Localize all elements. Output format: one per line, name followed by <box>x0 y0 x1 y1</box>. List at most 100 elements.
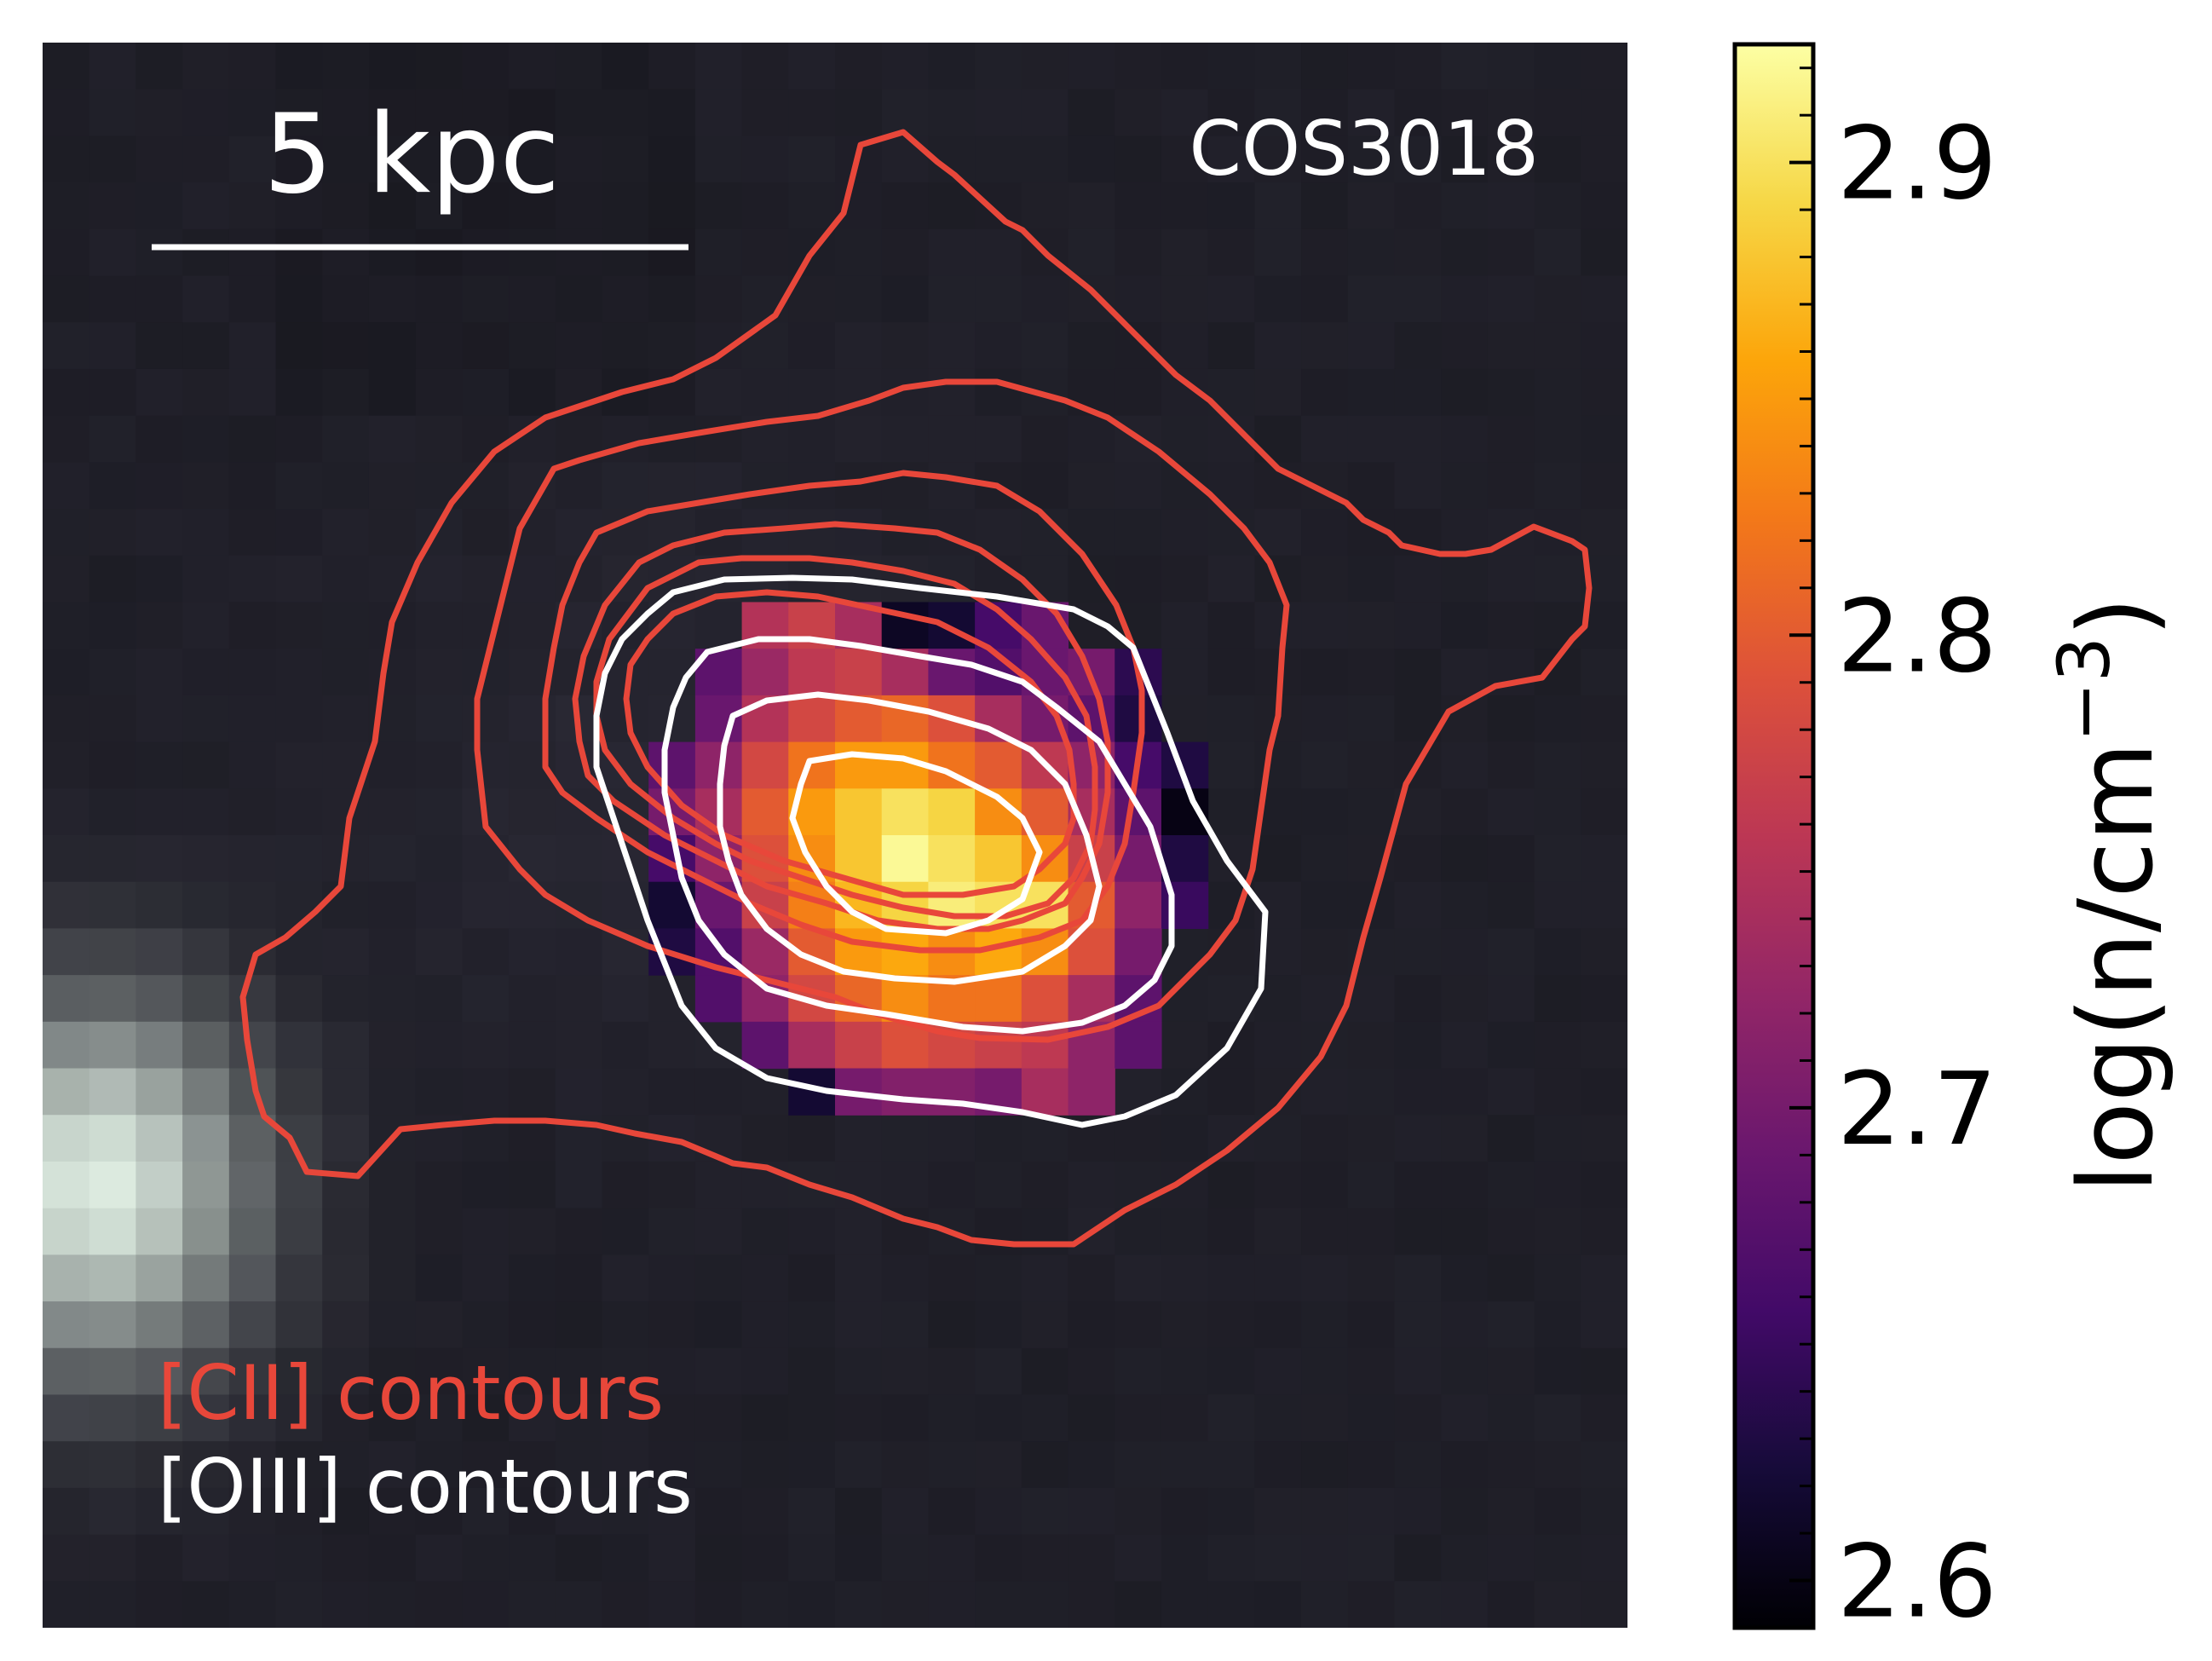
background-pixel <box>1115 1441 1162 1489</box>
background-pixel <box>1534 1301 1581 1349</box>
background-pixel <box>1347 1347 1396 1396</box>
background-pixel <box>694 1534 743 1582</box>
background-pixel <box>648 368 696 417</box>
background-pixel <box>368 1021 417 1070</box>
background-pixel <box>228 1394 277 1442</box>
background-pixel <box>1161 1394 1209 1442</box>
background-pixel <box>648 43 696 90</box>
background-pixel <box>1394 462 1442 510</box>
background-pixel <box>1207 1487 1255 1536</box>
background-pixel <box>1534 275 1581 323</box>
background-pixel <box>43 462 90 510</box>
background-pixel <box>1115 136 1162 183</box>
background-pixel <box>694 182 743 230</box>
background-pixel <box>415 43 463 90</box>
background-pixel <box>43 1394 90 1442</box>
background-pixel <box>1301 928 1349 976</box>
background-pixel <box>1487 1301 1535 1349</box>
background-pixel <box>43 1115 90 1162</box>
background-pixel <box>275 368 323 417</box>
background-pixel <box>182 695 230 743</box>
background-pixel <box>43 322 90 370</box>
background-pixel <box>1021 43 1069 90</box>
background-pixel <box>1487 602 1535 649</box>
background-pixel <box>509 1347 556 1396</box>
background-pixel <box>509 368 556 417</box>
background-pixel <box>1068 89 1115 137</box>
background-pixel <box>415 415 463 463</box>
background-pixel <box>1394 368 1442 417</box>
background-pixel <box>1347 1021 1396 1070</box>
background-pixel <box>602 43 649 90</box>
background-pixel <box>1301 415 1349 463</box>
background-pixel <box>1301 1068 1349 1116</box>
background-pixel <box>1394 415 1442 463</box>
background-pixel <box>322 1115 370 1162</box>
background-pixel <box>1441 1301 1489 1349</box>
background-pixel <box>1581 928 1627 976</box>
density-pixel <box>788 695 836 743</box>
background-pixel <box>1207 1347 1255 1396</box>
background-pixel <box>182 928 230 976</box>
background-pixel <box>1301 136 1349 183</box>
background-pixel <box>881 555 930 603</box>
background-pixel <box>322 975 370 1023</box>
background-pixel <box>648 1534 696 1582</box>
background-pixel <box>1394 602 1442 649</box>
background-pixel <box>881 1254 930 1302</box>
background-pixel <box>1207 649 1255 696</box>
background-pixel <box>415 1581 463 1628</box>
background-pixel <box>509 228 556 277</box>
background-pixel <box>368 1534 417 1582</box>
background-pixel <box>322 602 370 649</box>
background-pixel <box>1581 1068 1627 1116</box>
background-pixel <box>43 1208 90 1255</box>
background-pixel <box>975 415 1022 463</box>
background-pixel <box>509 741 556 789</box>
background-pixel <box>881 182 930 230</box>
background-pixel <box>1487 1021 1535 1070</box>
background-pixel <box>1347 136 1396 183</box>
background-pixel <box>275 1347 323 1396</box>
background-pixel <box>228 1254 277 1302</box>
background-pixel <box>368 1161 417 1209</box>
background-pixel <box>415 649 463 696</box>
background-pixel <box>555 275 603 323</box>
background-pixel <box>1115 1301 1162 1349</box>
background-pixel <box>1301 509 1349 557</box>
background-pixel <box>509 1254 556 1302</box>
background-pixel <box>1254 741 1302 789</box>
background-pixel <box>415 275 463 323</box>
background-pixel <box>1207 136 1255 183</box>
background-pixel <box>43 1161 90 1209</box>
background-pixel <box>1534 228 1581 277</box>
background-pixel <box>1534 182 1581 230</box>
background-pixel <box>1534 788 1581 836</box>
background-pixel <box>1021 555 1069 603</box>
background-pixel <box>1581 1487 1627 1536</box>
background-pixel <box>462 1394 510 1442</box>
background-pixel <box>415 368 463 417</box>
background-pixel <box>1301 741 1349 789</box>
background-pixel <box>1487 695 1535 743</box>
background-pixel <box>462 89 510 137</box>
background-pixel <box>509 975 556 1023</box>
background-pixel <box>648 89 696 137</box>
background-pixel <box>1441 1394 1489 1442</box>
background-pixel <box>228 1301 277 1349</box>
background-pixel <box>1487 136 1535 183</box>
background-pixel <box>602 136 649 183</box>
background-pixel <box>602 1301 649 1349</box>
background-pixel <box>182 602 230 649</box>
cii-contours <box>239 129 1593 1248</box>
background-pixel <box>135 322 183 370</box>
background-pixel <box>462 1068 510 1116</box>
background-pixel <box>1115 509 1162 557</box>
density-pixel <box>928 602 976 649</box>
background-pixel <box>415 555 463 603</box>
background-pixel <box>135 1581 183 1628</box>
background-pixel <box>509 1021 556 1070</box>
background-pixel <box>975 1534 1022 1582</box>
colorbar-tick-label: 2.9 <box>1837 105 1997 222</box>
density-pixel <box>835 788 883 836</box>
